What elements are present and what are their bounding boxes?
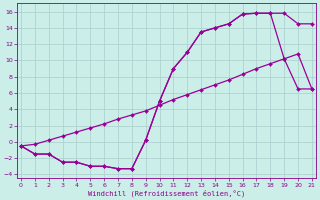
X-axis label: Windchill (Refroidissement éolien,°C): Windchill (Refroidissement éolien,°C) [88, 189, 245, 197]
